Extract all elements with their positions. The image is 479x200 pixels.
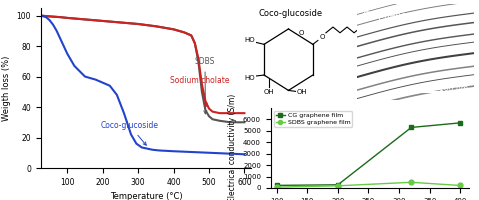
- Text: Coco-glucoside: Coco-glucoside: [258, 9, 322, 18]
- Y-axis label: Weigth loss (%): Weigth loss (%): [2, 55, 11, 121]
- Text: Coco-glucoside: Coco-glucoside: [101, 121, 159, 145]
- Line: SDBS graphene film: SDBS graphene film: [274, 180, 463, 190]
- Text: OH: OH: [296, 89, 307, 95]
- CG graphene film: [274, 184, 280, 187]
- CG graphene film: [457, 122, 463, 124]
- Line: CG graphene film: CG graphene film: [274, 120, 463, 188]
- Legend: CG graphene film, SDBS graphene film: CG graphene film, SDBS graphene film: [274, 111, 352, 127]
- Text: 100 nm: 100 nm: [439, 84, 468, 93]
- Text: HO: HO: [245, 37, 255, 43]
- Text: Graphene: Graphene: [363, 11, 408, 20]
- SDBS graphene film: [274, 186, 280, 188]
- Text: Sodium cholate: Sodium cholate: [170, 76, 229, 106]
- SDBS graphene film: [409, 181, 414, 183]
- SDBS graphene film: [335, 185, 341, 187]
- CG graphene film: [335, 184, 341, 186]
- CG graphene film: [409, 126, 414, 129]
- X-axis label: Temperature (°C): Temperature (°C): [110, 192, 182, 200]
- SDBS graphene film: [457, 184, 463, 187]
- Text: OH: OH: [264, 89, 274, 95]
- Y-axis label: Electrical conductivity (S/m): Electrical conductivity (S/m): [228, 94, 238, 200]
- Text: HO: HO: [245, 75, 255, 81]
- Text: O: O: [319, 34, 325, 40]
- Text: SDBS: SDBS: [195, 57, 215, 114]
- Text: O: O: [299, 30, 304, 36]
